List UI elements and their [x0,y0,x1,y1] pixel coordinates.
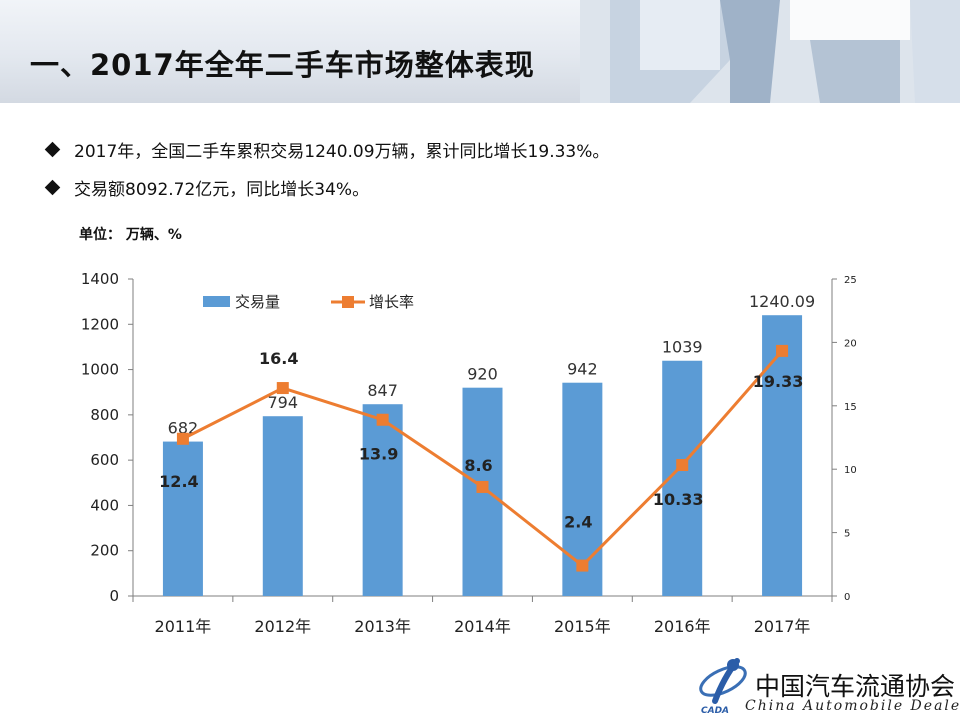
y-right-tick-label: 20 [844,338,857,349]
growth-rate-marker [476,480,489,493]
bar [162,441,203,596]
growth-rate-marker [276,382,289,395]
logo-name-en: China Automobile Dealers [745,698,960,714]
y-right-tick-label: 0 [844,592,850,603]
bullet-text: 交易额8092.72亿元，同比增长34%。 [74,179,370,200]
growth-rate-marker [376,413,389,426]
bar-value-label: 794 [268,393,299,412]
y-left-tick-label: 800 [90,406,119,424]
y-left-tick-label: 600 [90,451,119,469]
organization-logo: CADA 中国汽车流通协会 China Automobile Dealers [695,655,960,720]
header-decoration-image [580,0,960,103]
title-banner: 一、2017年全年二手车市场整体表现 [0,0,960,103]
bar-value-label: 682 [168,419,199,438]
y-right-tick-label: 5 [844,529,850,540]
bar-value-label: 847 [367,381,398,400]
unit-label: 单位： 万辆、% [79,227,182,243]
bullet-list: 2017年，全国二手车累积交易1240.09万辆，累计同比增长19.33%。 交… [44,130,609,206]
bar [762,315,803,596]
bullet-text: 2017年，全国二手车累积交易1240.09万辆，累计同比增长19.33%。 [74,141,610,162]
bar-value-label: 942 [567,360,598,379]
growth-rate-marker [676,459,689,472]
cada-logo-icon: CADA [699,658,747,716]
y-left-tick-label: 400 [90,496,119,514]
bar-value-label: 1039 [662,338,703,357]
bar-value-label: 920 [467,365,498,384]
growth-rate-label: 13.9 [359,445,398,464]
x-tick-label: 2015年 [554,617,611,636]
y-left-tick-label: 0 [109,587,119,605]
slide-title: 一、2017年全年二手车市场整体表现 [30,48,535,82]
y-right-tick-label: 10 [844,465,857,476]
growth-rate-marker [176,432,189,445]
y-right-tick-label: 25 [844,275,857,286]
bullet-item: 2017年，全国二手车累积交易1240.09万辆，累计同比增长19.33%。 [44,130,609,168]
bar-value-label: 1240.09 [749,292,815,311]
legend-swatch-bar [203,296,230,307]
growth-rate-label: 10.33 [653,490,704,509]
growth-rate-marker [576,559,589,572]
x-tick-label: 2013年 [354,617,411,636]
bar [262,416,303,596]
x-tick-label: 2014年 [454,617,511,636]
growth-rate-label: 16.4 [259,349,298,368]
bullet-item: 交易额8092.72亿元，同比增长34%。 [44,168,609,206]
legend-label-growth: 增长率 [369,293,414,311]
growth-rate-label: 2.4 [564,513,592,532]
logo-mark-text: CADA [701,706,729,716]
y-left-tick-label: 1400 [81,270,119,288]
y-left-tick-label: 1000 [81,361,119,379]
logo-name-cn: 中国汽车流通协会 [755,672,956,701]
x-tick-label: 2016年 [654,617,711,636]
y-left-tick-label: 1200 [81,315,119,333]
growth-rate-label: 12.4 [159,472,198,491]
x-tick-label: 2011年 [155,617,212,636]
y-right-tick-label: 15 [844,402,857,413]
x-tick-label: 2017年 [754,617,811,636]
growth-rate-marker [776,344,789,357]
y-left-tick-label: 200 [90,542,119,560]
legend-swatch-marker [342,296,354,308]
growth-rate-label: 19.33 [753,372,804,391]
x-tick-label: 2012年 [254,617,311,636]
bar [362,404,403,596]
growth-rate-label: 8.6 [464,456,492,475]
legend-label-volume: 交易量 [235,293,280,311]
